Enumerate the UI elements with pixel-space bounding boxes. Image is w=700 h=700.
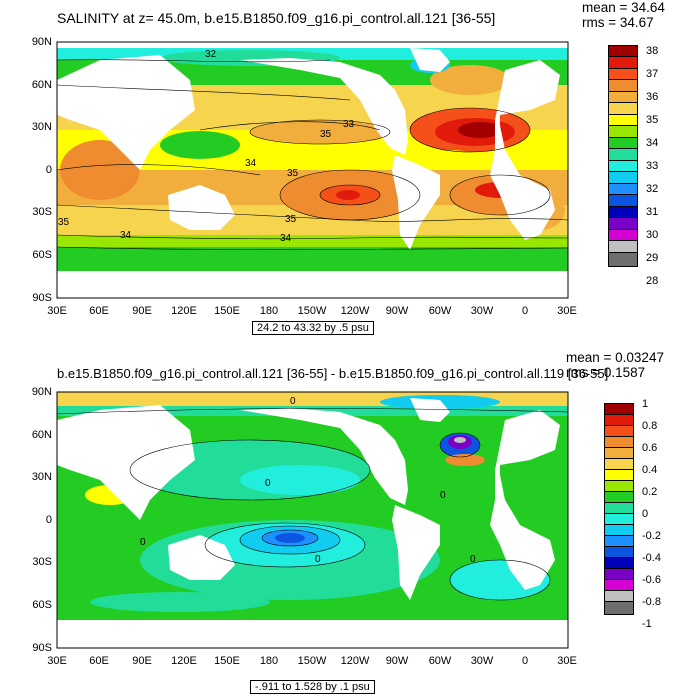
panel2-contour-label: 0	[290, 396, 296, 407]
panel2-lon-label: 150E	[214, 655, 240, 667]
panel2-contour-label: 0	[470, 554, 476, 565]
panel1-title: SALINITY at z= 45.0m, b.e15.B1850.f09_g1…	[57, 10, 496, 26]
panel1-contour-label: 34	[280, 233, 292, 244]
panel2-lat-label: 60S	[32, 599, 52, 611]
panel1-contour-label: 35	[320, 129, 332, 140]
panel2-colorbar-label: 0.6	[642, 442, 658, 454]
panel2-contour-label: 0	[315, 554, 321, 565]
panel2-lon-label: 150W	[297, 655, 327, 667]
panel1-lon-label: 90E	[132, 305, 152, 317]
panel2-colorbar-label: -1	[642, 618, 652, 630]
panel2-mean: mean = 0.03247	[566, 350, 664, 365]
panel1-lat-label: 90N	[31, 36, 52, 48]
panel2-contour-label: 0	[265, 478, 271, 489]
panel1-contour-label: 34	[120, 230, 132, 241]
panel1-lon-label: 60E	[89, 305, 109, 317]
panel1-lon-label: 120W	[340, 305, 370, 317]
panel2-lat-label: 90S	[32, 642, 52, 654]
panel2-lat-label: 90N	[31, 386, 52, 398]
panel1-contour-label: 35	[58, 217, 70, 228]
panel1-contour-label: 32	[205, 49, 217, 60]
panel1-lat-label: 60S	[32, 249, 52, 261]
panel1-lat-label: 60N	[31, 79, 52, 91]
panel2-colorbar-label: -0.4	[642, 552, 661, 564]
panel2-lon-label: 30E	[557, 655, 577, 667]
panel1-contour-label: 34	[245, 158, 257, 169]
panel1-colorbar-swatch	[608, 252, 638, 267]
panel1-lon-label: 30W	[470, 305, 494, 317]
panel2-title: b.e15.B1850.f09_g16.pi_control.all.121 […	[57, 366, 609, 381]
panel1-lon-label: 90W	[385, 305, 409, 317]
panel1-colorbar-label: 36	[646, 91, 659, 103]
panel2-lat-label: 0	[45, 514, 52, 526]
panel2-lon-label: 0	[521, 655, 529, 667]
panel1-lon-label: 0	[521, 305, 529, 317]
panel2-lon-label: 120W	[340, 655, 370, 667]
panel2-colorbar-label: 1	[642, 398, 649, 410]
panel2-lon-label: 90E	[132, 655, 152, 667]
panel1-lon-label: 150E	[214, 305, 240, 317]
panel2-colorbar-label: -0.6	[642, 574, 661, 586]
panel1-contour-label: 33	[343, 119, 355, 130]
panel2-colorbar-swatch	[604, 601, 634, 615]
panel1-rms: rms = 34.67	[582, 15, 654, 30]
panel2-colorbar-label: -0.2	[642, 530, 661, 542]
panel2-colorbar-label: 0	[642, 508, 649, 520]
panel1-lon-label: 150W	[297, 305, 327, 317]
panel1-range-box: 24.2 to 43.32 by .5 psu	[252, 321, 374, 335]
panel2-lon-label: 30W	[470, 655, 494, 667]
panel1-colorbar-label: 32	[646, 183, 659, 195]
panel1-colorbar-label: 37	[646, 68, 659, 80]
panel2-lon-label: 60W	[428, 655, 452, 667]
panel1-lat-label: 0	[45, 164, 52, 176]
panel2-contour-label: 0	[140, 537, 146, 548]
panel2-frame	[56, 391, 569, 649]
panel1-colorbar-label: 35	[646, 114, 659, 126]
panel1-lat-label: 30S	[32, 206, 52, 218]
panel2-lon-label: 90W	[385, 655, 409, 667]
panel1-colorbar-label: 34	[646, 137, 659, 149]
panel1-contour-label: 35	[285, 214, 297, 225]
panel2-colorbar-label: 0.4	[642, 464, 658, 476]
panel2-lon-label: 180	[259, 655, 279, 667]
panel2-lat-label: 60N	[31, 429, 52, 441]
panel1-lat-label: 90S	[32, 292, 52, 304]
panel1-lat-label: 30N	[31, 121, 52, 133]
panel2-colorbar-label: -0.8	[642, 596, 661, 608]
panel1-colorbar-label: 38	[646, 45, 659, 57]
panel1-colorbar-label: 31	[646, 206, 659, 218]
panel2-lat-label: 30S	[32, 556, 52, 568]
panel1-lon-label: 30E	[47, 305, 67, 317]
panel1-colorbar-label: 30	[646, 229, 659, 241]
panel1-lon-label: 60W	[428, 305, 452, 317]
panel1-contour-label: 35	[287, 168, 299, 179]
panel1-colorbar-label: 29	[646, 252, 659, 264]
panel1-mean: mean = 34.64	[582, 0, 665, 15]
panel1-lon-label: 30E	[557, 305, 577, 317]
panel1-colorbar-label: 28	[646, 275, 659, 287]
panel1-lon-label: 120E	[171, 305, 197, 317]
panel2-range-box: -.911 to 1.528 by .1 psu	[250, 680, 375, 694]
panel1-frame	[56, 41, 569, 299]
panel2-contour-label: 0	[440, 490, 446, 501]
panel2-lon-label: 30E	[47, 655, 67, 667]
panel2-colorbar-label: 0.8	[642, 420, 658, 432]
panel1-lon-label: 180	[259, 305, 279, 317]
panel2-rms: rms = 0.1587	[566, 365, 646, 380]
panel2-lon-label: 120E	[171, 655, 197, 667]
panel2-lat-label: 30N	[31, 471, 52, 483]
panel2-lon-label: 60E	[89, 655, 109, 667]
panel1-colorbar-label: 33	[646, 160, 659, 172]
panel2-colorbar-label: 0.2	[642, 486, 658, 498]
